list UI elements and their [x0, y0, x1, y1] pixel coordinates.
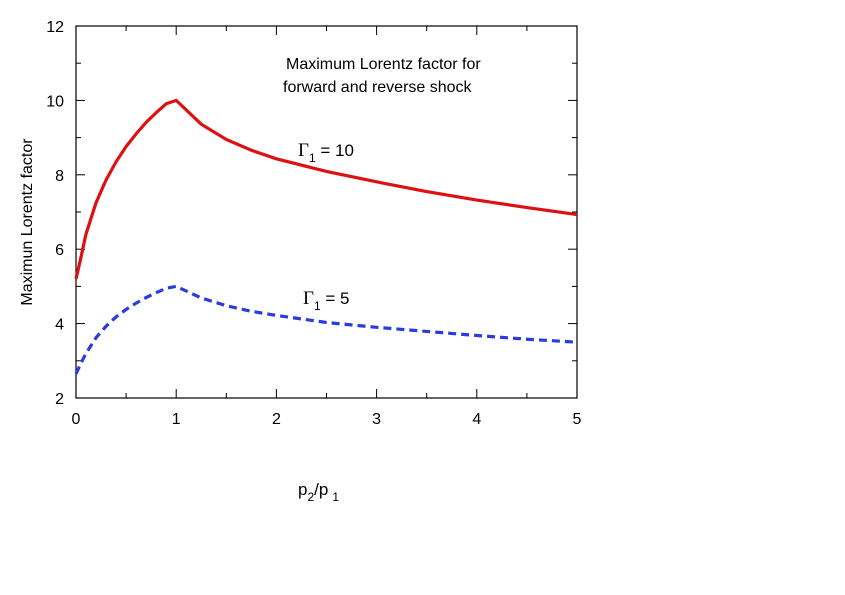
series-label-gamma5-rest: = 5: [321, 289, 350, 308]
series-label-gamma10-sub: 1: [309, 151, 316, 165]
x-tick-label: 1: [172, 411, 181, 428]
x-tick-label: 0: [72, 411, 81, 428]
series-label-gamma5-greek: Γ: [303, 288, 314, 309]
x-tick-label: 5: [573, 411, 582, 428]
x-tick-label: 3: [372, 411, 381, 428]
chart-title-line-1: Maximum Lorentz factor for: [286, 56, 481, 73]
x-axis-label-sub1: 1: [332, 490, 339, 504]
chart-title-line-2: forward and reverse shock: [283, 79, 473, 96]
series-label-gamma10: Γ1 = 10: [298, 140, 354, 165]
x-tick-label: 4: [472, 411, 481, 428]
x-axis-label: p2/p 1: [298, 480, 339, 504]
x-axis-label-p: p: [298, 480, 307, 499]
series-label-gamma5: Γ1 = 5: [303, 288, 350, 313]
y-tick-label: 4: [55, 317, 64, 334]
series-label-gamma10-greek: Γ: [298, 140, 309, 161]
y-tick-label: 6: [55, 242, 64, 259]
series-line-gamma5: [74, 284, 578, 375]
x-axis-label-slash: /p: [314, 480, 328, 499]
series-label-gamma5-sub: 1: [314, 299, 321, 313]
x-axis-label-sub2: 2: [307, 490, 314, 504]
x-tick-label: 2: [272, 411, 281, 428]
series-line-gamma10: [74, 98, 578, 280]
y-tick-label: 8: [55, 168, 64, 185]
y-tick-label: 12: [46, 19, 64, 36]
series-label-gamma10-rest: = 10: [316, 141, 354, 160]
y-axis-label: Maximun Lorentz factor: [19, 138, 36, 306]
y-tick-label: 10: [46, 93, 64, 110]
y-tick-label: 2: [55, 391, 64, 408]
